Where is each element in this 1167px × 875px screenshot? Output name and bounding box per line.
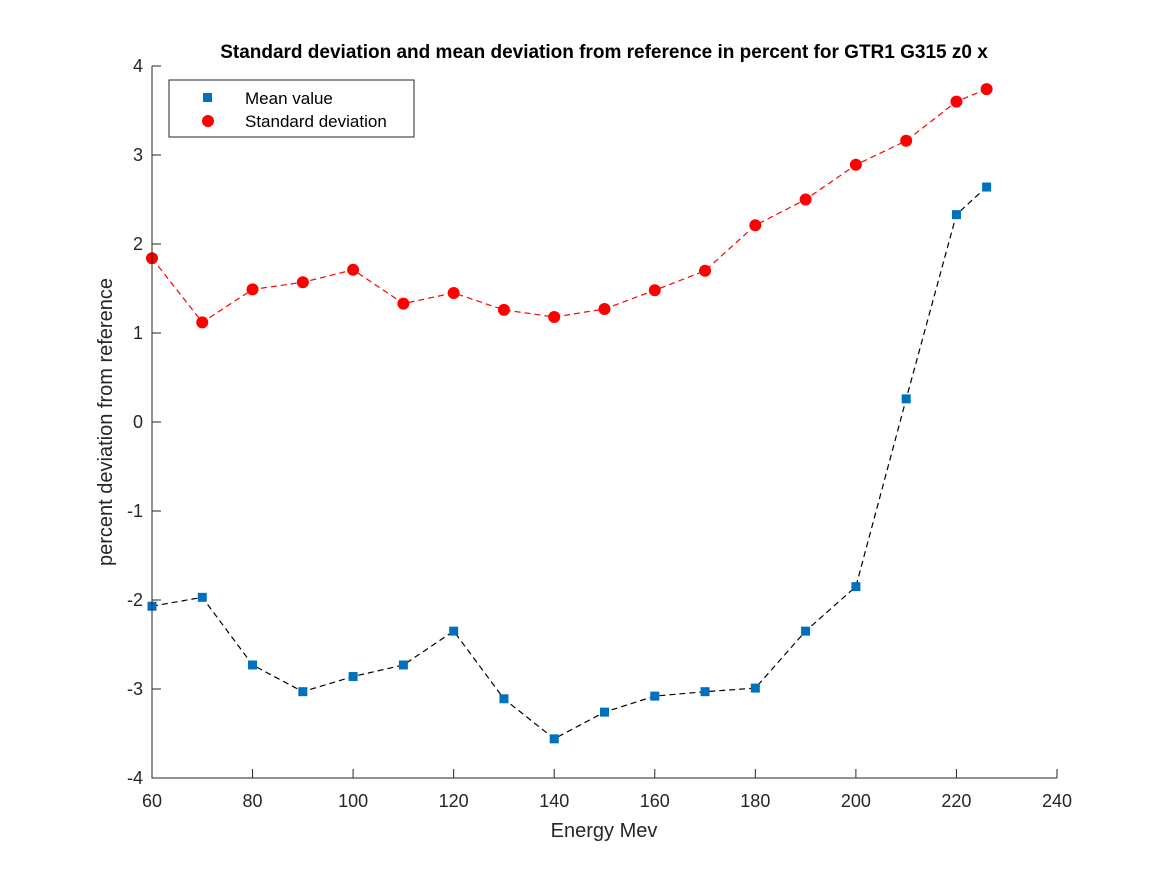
data-point-mean	[549, 734, 559, 744]
legend-marker-std	[202, 115, 214, 127]
tick-layer: 60 80 100 120 140 160 180 200 220 240 -4 -3 -2 -1 0 1 2 3…	[127, 56, 1072, 811]
y-tick-label: 1	[133, 323, 143, 343]
data-point-mean	[851, 582, 861, 592]
x-tick-label: 180	[740, 791, 770, 811]
data-point-std	[548, 310, 561, 323]
legend-label-std: Standard deviation	[245, 112, 387, 131]
y-tick-label: 3	[133, 145, 143, 165]
y-tick-label: -4	[127, 768, 143, 788]
data-point-std	[950, 95, 963, 108]
data-point-std	[397, 297, 410, 310]
data-point-mean	[348, 672, 358, 682]
data-point-mean	[398, 660, 408, 670]
x-tick-label: 240	[1042, 791, 1072, 811]
data-point-mean	[750, 683, 760, 693]
x-axis-label: Energy Mev	[551, 820, 658, 842]
y-tick-label: 0	[133, 412, 143, 432]
data-point-std	[699, 264, 712, 277]
data-point-std	[799, 193, 812, 206]
data-point-std	[648, 284, 661, 297]
data-point-std	[598, 302, 611, 315]
data-point-std	[849, 158, 862, 171]
y-tick-label: -1	[127, 501, 143, 521]
data-point-std	[246, 283, 259, 296]
x-tick-label: 60	[142, 791, 162, 811]
y-tick-label: 2	[133, 234, 143, 254]
data-point-mean	[650, 691, 660, 701]
data-point-mean	[298, 687, 308, 697]
data-point-mean	[248, 660, 258, 670]
x-tick-label: 200	[841, 791, 871, 811]
data-point-std	[749, 219, 762, 232]
legend-marker-mean	[203, 93, 212, 102]
series-line-std	[151, 88, 987, 324]
series-layer	[146, 83, 993, 744]
data-point-mean	[901, 394, 911, 404]
data-point-mean	[600, 707, 609, 717]
data-point-mean	[499, 694, 509, 704]
data-point-mean	[700, 687, 710, 697]
x-tick-label: 100	[338, 791, 368, 811]
data-point-mean	[197, 592, 207, 602]
data-point-std	[447, 286, 460, 299]
x-tick-label: 220	[941, 791, 971, 811]
y-tick-label: -3	[127, 679, 143, 699]
plot-area	[152, 66, 1057, 778]
y-tick-label: 4	[133, 56, 143, 76]
y-axis-label: percent deviation from reference	[95, 278, 117, 566]
series-line-mean	[151, 186, 988, 740]
data-point-std	[980, 83, 993, 96]
data-point-std	[196, 316, 209, 329]
data-point-std	[296, 276, 309, 289]
legend-box	[168, 79, 415, 138]
data-point-mean	[449, 626, 459, 636]
legend: Mean value Standard deviation	[168, 79, 415, 138]
y-tick-label: -2	[127, 590, 143, 610]
data-point-std	[900, 134, 913, 147]
x-tick-label: 80	[243, 791, 263, 811]
data-point-mean	[982, 182, 992, 192]
legend-label-mean: Mean value	[245, 89, 333, 108]
x-tick-label: 160	[640, 791, 670, 811]
data-point-std	[347, 263, 360, 276]
data-point-mean	[801, 626, 811, 636]
x-tick-label: 140	[539, 791, 569, 811]
x-tick-label: 120	[439, 791, 469, 811]
data-point-mean	[951, 210, 961, 220]
data-point-std	[497, 303, 510, 316]
chart-title: Standard deviation and mean deviation fr…	[220, 42, 988, 63]
